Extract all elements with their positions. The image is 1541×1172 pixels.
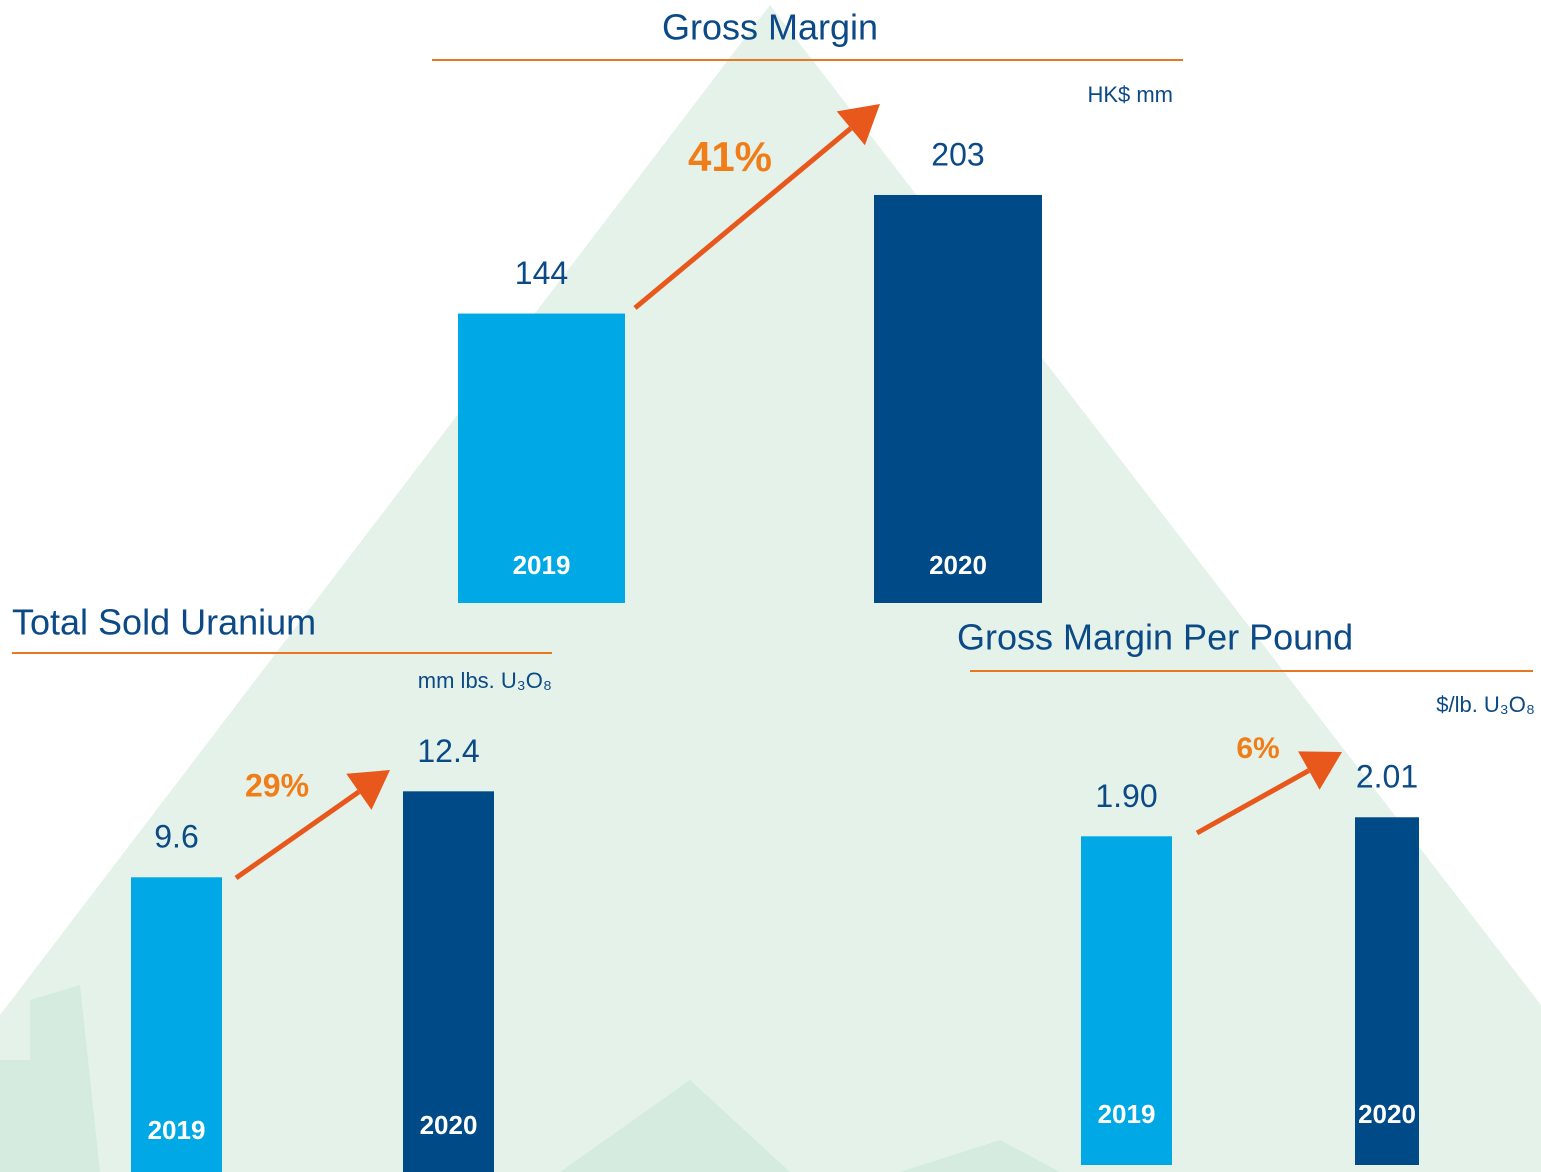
value-label: 2.01 [1356, 759, 1418, 795]
growth-arrow-shaft [234, 789, 361, 881]
growth-label: 41% [688, 133, 772, 180]
unit-label: HK$ mm [1087, 82, 1173, 107]
growth-arrow-shaft [633, 126, 853, 310]
background-hill [560, 1080, 790, 1172]
value-label: 1.90 [1095, 778, 1157, 814]
value-label: 12.4 [417, 733, 479, 769]
bar [1355, 817, 1419, 1165]
bar [403, 791, 494, 1172]
bar [131, 877, 222, 1172]
growth-arrow-head [1298, 751, 1342, 790]
bar [1081, 836, 1172, 1165]
bar-category-label: 2019 [513, 550, 571, 580]
growth-label: 6% [1236, 732, 1279, 765]
value-label: 144 [515, 255, 568, 291]
unit-label: mm lbs. U₃O₈ [418, 668, 552, 693]
value-label: 203 [931, 136, 984, 172]
chart-title: Gross Margin [662, 7, 878, 48]
value-label: 9.6 [154, 819, 198, 855]
bar-category-label: 2019 [1098, 1099, 1156, 1129]
bar-category-label: 2020 [420, 1110, 478, 1140]
growth-arrow-head [346, 770, 390, 810]
bar [458, 313, 625, 603]
bar-category-label: 2019 [148, 1115, 206, 1145]
background-skyline [0, 985, 100, 1172]
growth-label: 29% [245, 767, 309, 803]
growth-arrow-shaft [1195, 768, 1311, 836]
growth-arrow-head [836, 104, 880, 146]
unit-label: $/lb. U₃O₈ [1436, 692, 1535, 717]
bar-category-label: 2020 [929, 550, 987, 580]
chart-title: Gross Margin Per Pound [957, 617, 1353, 658]
bar [874, 194, 1042, 603]
chart-title: Total Sold Uranium [12, 602, 316, 643]
bar-category-label: 2020 [1358, 1099, 1416, 1129]
background-hill [900, 1140, 1060, 1172]
